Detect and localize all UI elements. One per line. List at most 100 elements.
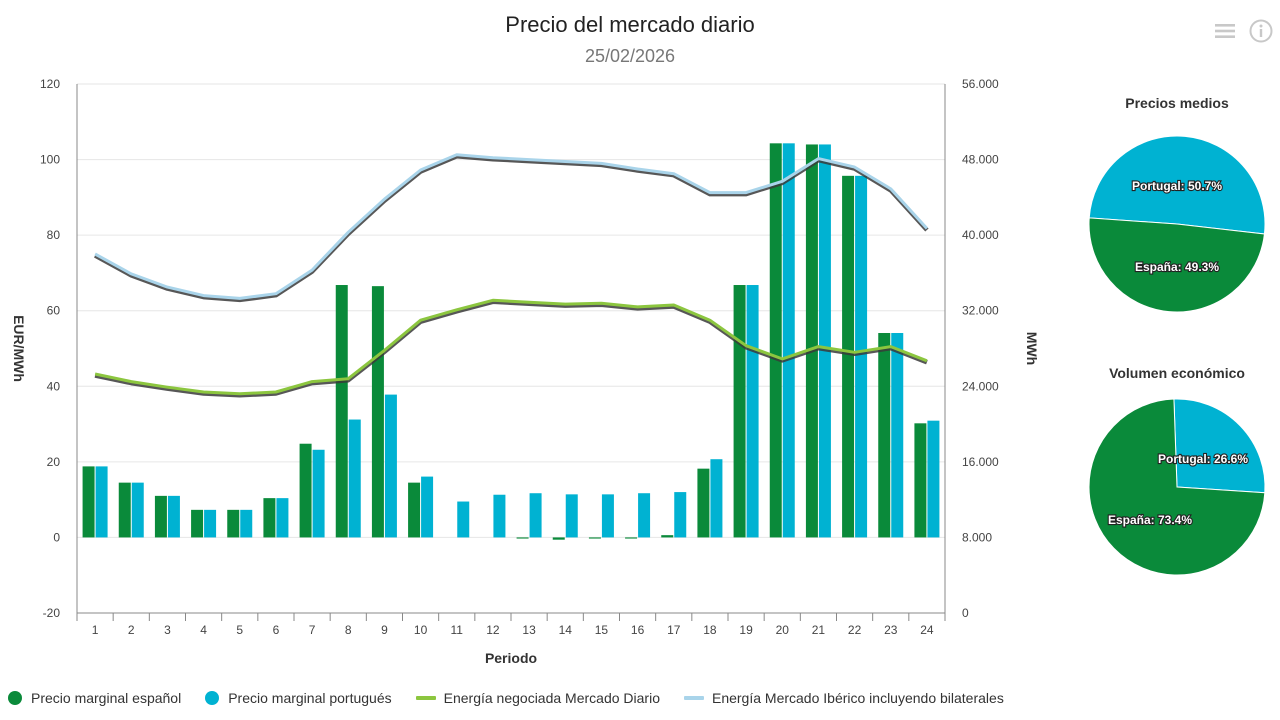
x-tick-label: 20 bbox=[776, 623, 790, 637]
bar-precio-portugues bbox=[529, 493, 542, 538]
x-tick-label: 11 bbox=[451, 623, 464, 637]
bar-precio-portugues bbox=[638, 493, 651, 538]
bar-precio-portugues bbox=[927, 420, 940, 538]
y-tick-label: 100 bbox=[40, 153, 60, 167]
bar-precio-espanol bbox=[878, 333, 891, 538]
bar-precio-espanol bbox=[371, 286, 384, 538]
bar-precio-espanol bbox=[118, 482, 131, 538]
bar-precio-espanol bbox=[263, 498, 276, 538]
hamburger-menu-icon[interactable] bbox=[1212, 18, 1238, 44]
chart-subtitle: 25/02/2026 bbox=[584, 46, 676, 66]
y-tick-label: 120 bbox=[40, 77, 60, 91]
pie-volumen-economico-label: Portugal: 26.6% bbox=[1158, 452, 1248, 466]
bar-precio-espanol bbox=[805, 144, 818, 538]
bar-precio-espanol bbox=[191, 509, 204, 538]
x-tick-label: 14 bbox=[559, 623, 573, 637]
legend-label: Precio marginal portugués bbox=[228, 690, 392, 706]
bar-precio-portugues bbox=[710, 459, 723, 538]
x-tick-label: 24 bbox=[920, 623, 934, 637]
chart-title: Precio del mercado diario bbox=[505, 12, 755, 37]
pie-title-volumen-economico: Volumen económico bbox=[1109, 365, 1245, 381]
x-tick-label: 5 bbox=[236, 623, 243, 637]
x-tick-label: 7 bbox=[309, 623, 316, 637]
y-tick-label: -20 bbox=[43, 606, 61, 620]
line-energia-iberico bbox=[94, 153, 929, 300]
bar-precio-portugues bbox=[601, 494, 614, 538]
bar-precio-espanol bbox=[82, 466, 95, 538]
legend-item-precio-portugues[interactable]: Precio marginal portugués bbox=[205, 690, 392, 706]
bar-precio-portugues bbox=[818, 144, 831, 538]
x-tick-label: 13 bbox=[522, 623, 536, 637]
x-tick-label: 1 bbox=[92, 623, 99, 637]
x-tick-label: 9 bbox=[381, 623, 388, 637]
bar-precio-portugues bbox=[167, 495, 180, 538]
pie-precios-medios-slice-espana bbox=[1088, 217, 1265, 313]
legend-label: Precio marginal español bbox=[31, 690, 182, 706]
line-energia-diario bbox=[94, 298, 928, 396]
info-icon[interactable] bbox=[1248, 18, 1274, 44]
x-tick-label: 16 bbox=[631, 623, 645, 637]
bar-precio-portugues bbox=[457, 501, 470, 538]
bar-precio-espanol bbox=[661, 535, 674, 538]
pie-volumen-economico-slice-espana bbox=[1088, 398, 1266, 576]
pie-volumen-economico-label: España: 73.4% bbox=[1108, 513, 1192, 527]
y2-tick-label: 48.000 bbox=[962, 153, 999, 167]
legend-label: Energía negociada Mercado Diario bbox=[443, 690, 660, 706]
x-tick-label: 4 bbox=[200, 623, 207, 637]
bar-precio-espanol bbox=[516, 537, 529, 539]
chart-legend: Precio marginal español Precio marginal … bbox=[8, 690, 1028, 706]
bar-precio-espanol bbox=[697, 468, 710, 538]
y-tick-label: 40 bbox=[47, 379, 61, 393]
x-tick-label: 8 bbox=[345, 623, 352, 637]
x-axis-title: Periodo bbox=[485, 650, 537, 666]
legend-item-precio-espanol[interactable]: Precio marginal español bbox=[8, 690, 181, 706]
legend-marker-portugal bbox=[205, 691, 220, 705]
bar-precio-espanol bbox=[408, 482, 421, 538]
y-tick-label: 60 bbox=[47, 304, 61, 318]
bar-precio-espanol bbox=[299, 443, 312, 538]
bar-precio-portugues bbox=[348, 419, 361, 538]
bar-precio-espanol bbox=[588, 537, 601, 539]
y2-tick-label: 0 bbox=[962, 606, 969, 620]
y-axis-title: EUR/MWh bbox=[11, 315, 27, 382]
y2-tick-label: 16.000 bbox=[962, 455, 999, 469]
bar-precio-espanol bbox=[914, 423, 927, 538]
x-tick-label: 19 bbox=[739, 623, 753, 637]
bar-precio-portugues bbox=[565, 494, 578, 538]
pie-precios-medios-slice-portugal bbox=[1088, 135, 1266, 235]
legend-marker-energy-daily bbox=[415, 696, 436, 700]
y2-tick-label: 56.000 bbox=[962, 77, 999, 91]
y-tick-label: 0 bbox=[53, 530, 60, 544]
x-tick-label: 6 bbox=[273, 623, 280, 637]
legend-item-energia-diario[interactable]: Energía negociada Mercado Diario bbox=[415, 690, 660, 706]
y-tick-label: 20 bbox=[47, 455, 61, 469]
x-tick-label: 17 bbox=[667, 623, 681, 637]
x-tick-label: 18 bbox=[703, 623, 717, 637]
y2-tick-label: 40.000 bbox=[962, 228, 999, 242]
x-tick-label: 12 bbox=[486, 623, 500, 637]
bar-precio-espanol bbox=[227, 509, 240, 538]
x-tick-label: 3 bbox=[164, 623, 171, 637]
bar-precio-portugues bbox=[674, 492, 687, 538]
x-tick-label: 2 bbox=[128, 623, 135, 637]
bar-precio-portugues bbox=[384, 394, 397, 538]
legend-item-energia-iberico[interactable]: Energía Mercado Ibérico incluyendo bilat… bbox=[683, 690, 1004, 706]
bar-precio-espanol bbox=[625, 537, 638, 539]
bar-precio-portugues bbox=[746, 285, 759, 538]
legend-marker-energy-iberian bbox=[683, 696, 704, 700]
bar-precio-espanol bbox=[154, 495, 167, 538]
y-tick-label: 80 bbox=[47, 228, 61, 242]
bar-precio-espanol bbox=[842, 175, 855, 538]
y2-axis-title: MWh bbox=[1024, 332, 1040, 365]
bar-precio-portugues bbox=[421, 476, 434, 538]
x-tick-label: 21 bbox=[812, 623, 826, 637]
line-energia-iberico-shadow bbox=[94, 154, 929, 303]
y2-tick-label: 32.000 bbox=[962, 304, 999, 318]
pie-volumen-economico-slice-portugal bbox=[1173, 398, 1266, 494]
bar-precio-espanol bbox=[733, 285, 746, 538]
bar-precio-portugues bbox=[782, 143, 795, 538]
bar-precio-portugues bbox=[95, 466, 108, 538]
x-tick-label: 23 bbox=[884, 623, 898, 637]
y2-tick-label: 24.000 bbox=[962, 379, 999, 393]
